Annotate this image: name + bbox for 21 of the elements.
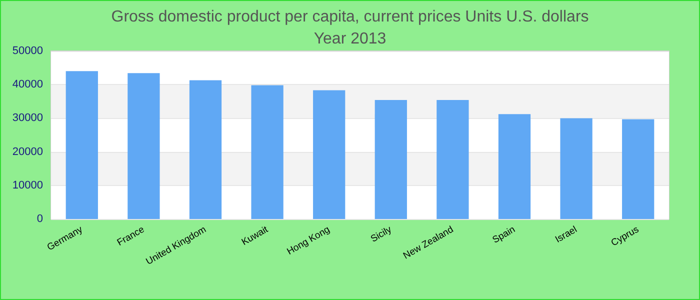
y-tick-label: 40000 — [12, 78, 43, 91]
bar — [251, 85, 284, 219]
bar — [560, 118, 592, 219]
bar — [313, 90, 346, 219]
bar — [436, 100, 469, 219]
x-tick-label: Spain — [490, 224, 518, 246]
y-tick-label: 0 — [36, 213, 43, 225]
bar — [498, 114, 531, 219]
y-tick-label: 30000 — [12, 112, 43, 124]
bar — [622, 119, 654, 219]
bar — [128, 73, 160, 219]
bar — [189, 80, 222, 219]
chart-title: Gross domestic product per capita, current prices Units U.S. dollars — [111, 8, 589, 26]
y-tick-label: 50000 — [12, 45, 43, 57]
y-tick-label: 20000 — [12, 146, 43, 158]
x-tick-label: Sicily — [368, 224, 394, 245]
bar — [66, 71, 98, 219]
chart-subtitle: Year 2013 — [314, 30, 386, 48]
bar — [374, 100, 407, 219]
x-tick-label: Hong Kong — [285, 224, 332, 258]
y-tick-label: 10000 — [12, 179, 43, 192]
